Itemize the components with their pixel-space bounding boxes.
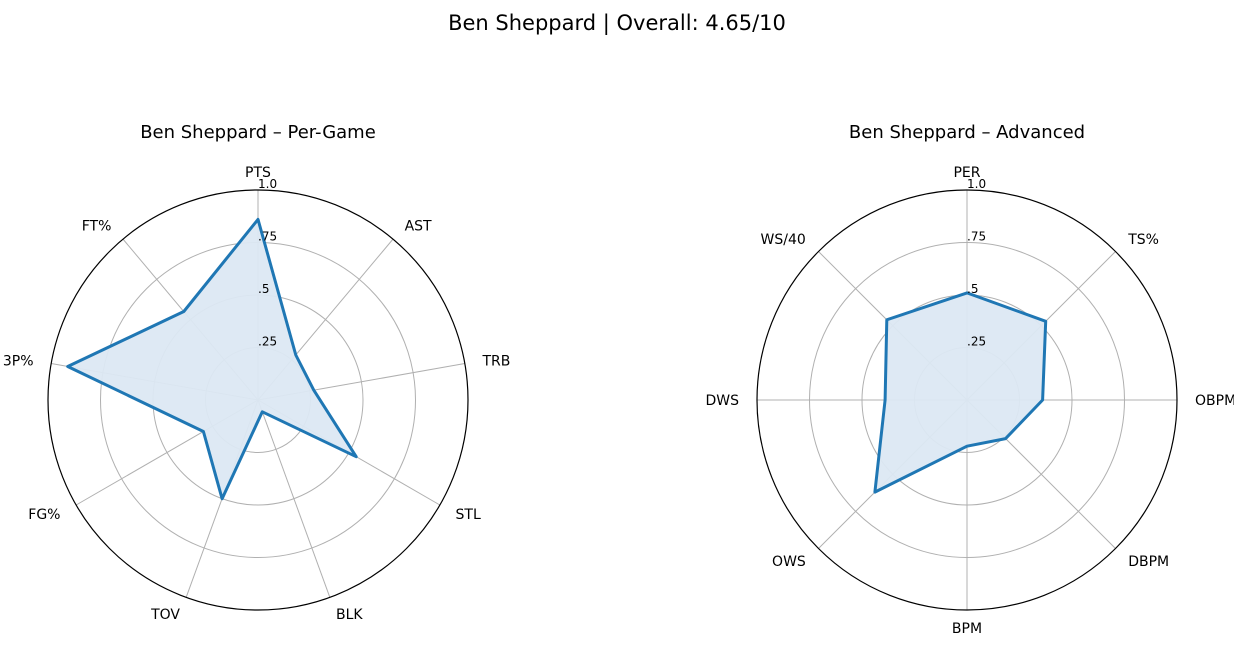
spoke-blk	[257, 399, 331, 598]
r-tick-label: 1.0	[258, 177, 277, 191]
series-line	[66, 217, 358, 501]
polar-frame	[756, 189, 1178, 611]
r-tick-label: .5	[258, 282, 269, 296]
axis-label-blk: BLK	[336, 607, 363, 623]
axis-label-per: PER	[953, 165, 980, 181]
axis-label-stl: STL	[456, 507, 481, 523]
r-tick-label: .75	[258, 230, 277, 244]
axis-label-ts-pct: TS%	[1127, 232, 1159, 248]
axis-label-dbpm: DBPM	[1128, 554, 1169, 570]
axis-label-fg-pct: FG%	[28, 507, 60, 523]
figure-title: Ben Sheppard | Overall: 4.65/10	[448, 11, 786, 36]
axis-label-ft-pct: FT%	[82, 218, 112, 234]
series-area	[67, 219, 357, 499]
r-tick-label: 1.0	[967, 177, 986, 191]
axis-label-obpm: OBPM	[1195, 393, 1234, 409]
axis-label-dws: DWS	[705, 393, 739, 409]
r-tick-label: .25	[967, 335, 986, 349]
r-tick-label: .25	[258, 335, 277, 349]
axis-label-ows: OWS	[772, 554, 806, 570]
r-tick-label: .75	[967, 230, 986, 244]
axis-label-tov: TOV	[150, 607, 180, 623]
axis-label-ast: AST	[405, 218, 432, 234]
axis-label-trb: TRB	[482, 353, 511, 369]
series-line	[873, 291, 1048, 494]
chart-title-per-game: Ben Sheppard – Per-Game	[140, 122, 376, 143]
polar-frame	[47, 189, 469, 611]
axis-label-3p-pct: 3P%	[3, 353, 34, 369]
axis-label-bpm: BPM	[952, 621, 982, 637]
axis-label-pts: PTS	[245, 165, 271, 181]
r-tick-label: .5	[967, 282, 978, 296]
chart-title-advanced: Ben Sheppard – Advanced	[849, 122, 1085, 143]
axis-label-ws-40: WS/40	[761, 232, 806, 248]
series-area	[874, 292, 1046, 493]
